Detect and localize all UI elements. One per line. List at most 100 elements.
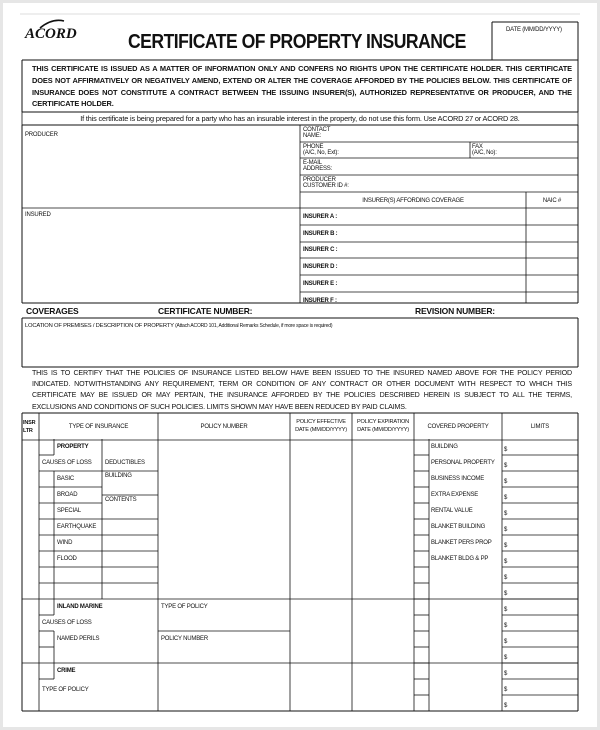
limit-field[interactable] [510,568,576,582]
customer-id-label: PRODUCER CUSTOMER ID #: [303,177,349,189]
insr-header: INSR [23,420,36,426]
covered-checkbox[interactable] [415,536,428,550]
deductibles-label: DEDUCTIBLES [105,460,145,466]
effective-date-header: POLICY EFFECTIVE DATE (MM/DD/YYYY) [290,418,352,434]
limit-field[interactable] [510,488,576,502]
type-checkbox[interactable] [40,568,53,582]
type-checkbox[interactable] [40,504,53,518]
type-checkbox[interactable] [40,520,53,534]
insurer-field[interactable] [340,259,524,273]
naic-field[interactable] [527,259,577,273]
covered-checkbox[interactable] [415,600,428,614]
covered-checkbox[interactable] [415,504,428,518]
naic-field[interactable] [527,226,577,240]
covered-checkbox[interactable] [415,584,428,598]
covered-checkbox[interactable] [415,680,428,694]
covered-property-label: BLANKET BUILDING [431,524,486,530]
type-checkbox[interactable] [40,552,53,566]
type-checkbox[interactable] [40,664,53,678]
insurer-field[interactable] [340,242,524,256]
ltr-header: LTR [23,428,33,434]
causes-of-loss-label: CAUSES OF LOSS [42,460,92,466]
covered-checkbox[interactable] [415,456,428,470]
inland-policy-number-label: POLICY NUMBER [161,636,208,642]
limit-field[interactable] [510,632,576,646]
limit-field[interactable] [510,584,576,598]
covered-checkbox[interactable] [415,648,428,662]
covered-checkbox[interactable] [415,664,428,678]
contact-label: CONTACT NAME: [303,127,330,139]
insurer-label: INSURER D : [303,264,338,271]
date-label: DATE (MM/DD/YYYY) [506,27,562,33]
type-checkbox[interactable] [40,632,53,646]
limit-field[interactable] [510,552,576,566]
peril-label: WIND [57,540,73,546]
insurer-field[interactable] [340,209,524,223]
covered-checkbox[interactable] [415,440,428,454]
type-checkbox[interactable] [40,600,53,614]
covered-checkbox[interactable] [415,568,428,582]
covered-checkbox[interactable] [415,616,428,630]
type-checkbox[interactable] [40,584,53,598]
phone-label: PHONE (A/C, No, Ext): [303,144,339,156]
contact-label-1: CONTACT [303,127,331,133]
producer-field[interactable] [23,140,299,206]
covered-checkbox[interactable] [415,472,428,486]
naic-field[interactable] [527,276,577,290]
covered-checkbox[interactable] [415,632,428,646]
insurer-field[interactable] [340,276,524,290]
covered-property-label: EXTRA EXPENSE [431,492,479,498]
type-checkbox[interactable] [40,488,53,502]
property-label: PROPERTY [57,444,89,450]
insurer-label: INSURER A : [303,214,338,220]
limit-field[interactable] [510,440,576,454]
limit-field[interactable] [510,616,576,630]
naic-field[interactable] [527,293,577,307]
limit-field[interactable] [510,456,576,470]
limit-field[interactable] [510,680,576,694]
covered-checkbox[interactable] [415,520,428,534]
limit-currency: $ [504,607,508,613]
type-checkbox[interactable] [40,536,53,550]
limit-field[interactable] [510,600,576,614]
limit-field[interactable] [510,696,576,710]
certify-text: THIS IS TO CERTIFY THAT THE POLICIES OF … [32,369,572,411]
certificate-page [3,3,597,727]
date-field[interactable] [493,35,577,59]
type-header: TYPE OF INSURANCE [68,424,129,430]
effective-header-1: POLICY EFFECTIVE [296,419,346,425]
limit-currency: $ [504,671,508,677]
limit-field[interactable] [510,536,576,550]
naic-field[interactable] [527,242,577,256]
limit-field[interactable] [510,472,576,486]
location-field[interactable] [23,331,577,366]
type-checkbox[interactable] [40,648,53,662]
limit-currency: $ [504,655,508,661]
insurer-field[interactable] [340,226,524,240]
limit-field[interactable] [510,648,576,662]
limit-currency: $ [504,591,508,597]
limit-currency: $ [504,687,508,693]
insured-field[interactable] [23,220,299,302]
covered-property-header: COVERED PROPERTY [427,424,489,430]
covered-checkbox[interactable] [415,696,428,710]
insurer-field[interactable] [340,293,524,307]
limit-field[interactable] [510,504,576,518]
limit-currency: $ [504,623,508,629]
type-checkbox[interactable] [40,440,53,454]
fax-label-2: (A/C, No): [472,150,497,156]
naic-field[interactable] [527,209,577,223]
covered-checkbox[interactable] [415,488,428,502]
covered-checkbox[interactable] [415,552,428,566]
type-checkbox[interactable] [40,472,53,486]
limit-field[interactable] [510,664,576,678]
limit-field[interactable] [510,520,576,534]
deductible-contents-label: CONTENTS [105,497,137,503]
phone-label-2: (A/C, No, Ext): [303,150,339,156]
policy-number-header: POLICY NUMBER [200,424,248,430]
covered-property-label: PERSONAL PROPERTY [431,460,495,466]
insurers-header: INSURER(S) AFFORDING COVERAGE [362,198,464,204]
insurer-label: INSURER C : [303,247,338,254]
logo-swoosh-icon [39,19,65,29]
naic-header: NAIC # [542,198,562,204]
